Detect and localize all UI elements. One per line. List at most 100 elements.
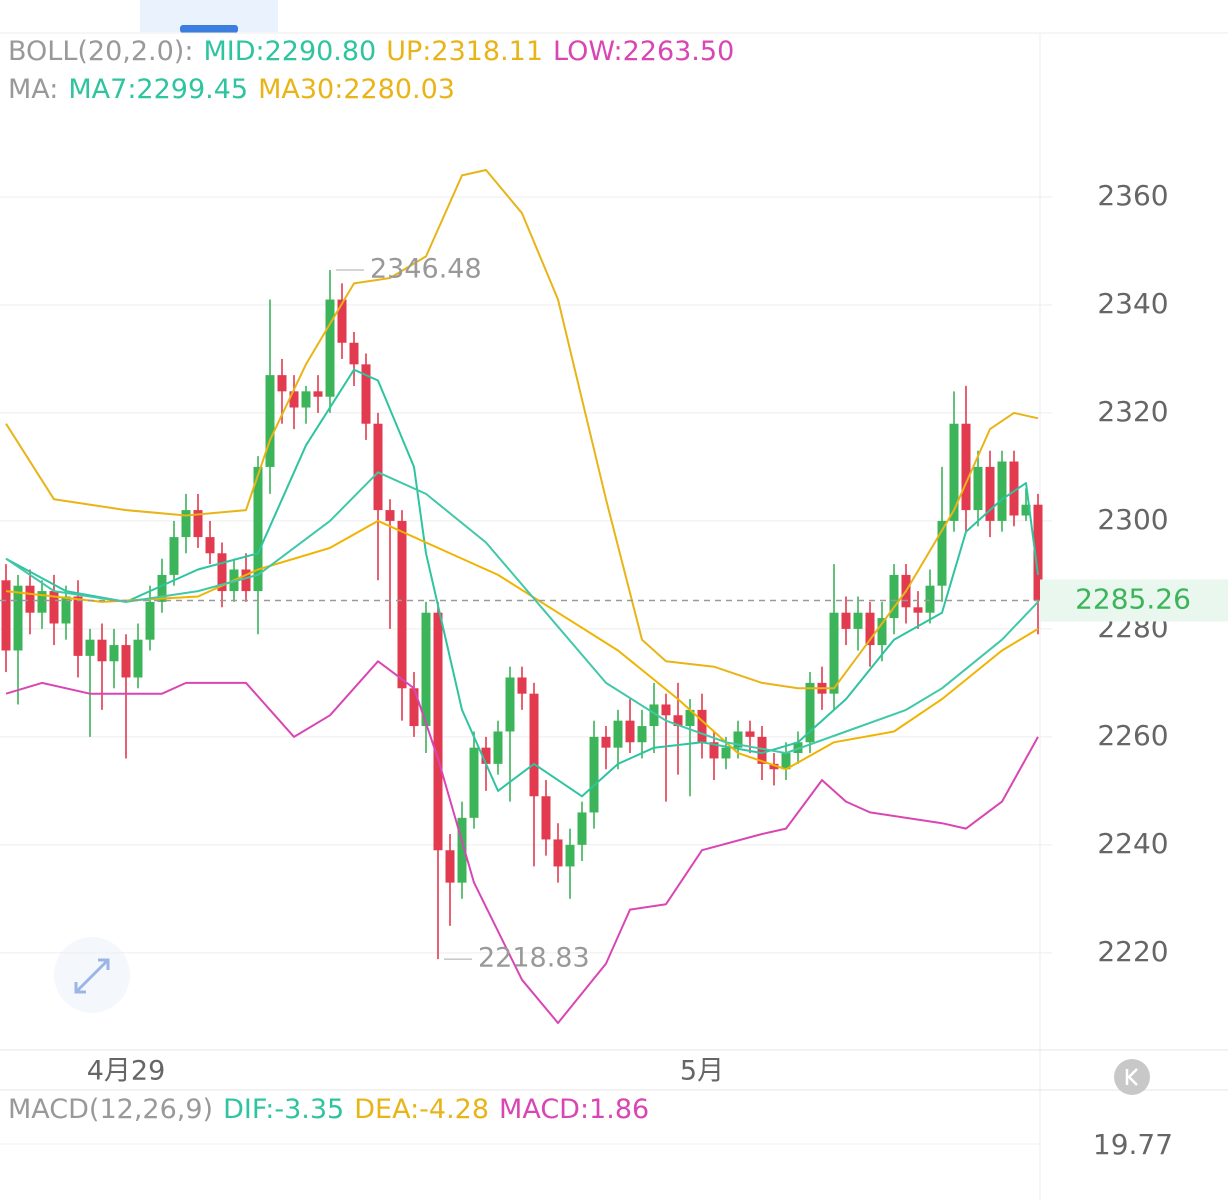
- candle-body: [181, 510, 191, 538]
- indicator-value: MID:2290.80: [203, 36, 377, 67]
- y-tick-label: 2340: [1097, 287, 1168, 320]
- candle-body: [829, 612, 839, 694]
- indicator-line: [5, 169, 1039, 690]
- candle-body: [37, 591, 47, 613]
- candle-body: [925, 585, 935, 613]
- candle-body: [805, 682, 815, 743]
- candle-body: [625, 720, 635, 743]
- candle-body: [409, 688, 419, 727]
- candle-body: [133, 639, 143, 678]
- candle-body: [397, 520, 407, 689]
- candle-body: [13, 585, 23, 651]
- candle-body: [265, 375, 275, 467]
- candle-body: [241, 569, 251, 592]
- candle-body: [193, 510, 203, 538]
- last-price-tag: [1040, 579, 1228, 622]
- indicator-line: [5, 660, 1039, 1024]
- candle-body: [613, 720, 623, 748]
- y-tick-label: 2360: [1097, 179, 1168, 212]
- macd-axis-label: 19.77: [1093, 1128, 1173, 1161]
- candle-body: [421, 612, 431, 727]
- indicator-name: BOLL(20,2.0):: [8, 36, 194, 67]
- last-price-label: 2285.26: [1075, 582, 1191, 615]
- candle-body: [157, 574, 167, 602]
- candle-body: [745, 731, 755, 737]
- indicator-value: LOW:2263.50: [553, 36, 735, 67]
- candle-body: [565, 844, 575, 867]
- candle-body: [577, 812, 587, 845]
- candle-body: [841, 612, 851, 629]
- candle-body: [1021, 504, 1031, 516]
- candle-body: [313, 391, 323, 397]
- y-tick-label: 2260: [1097, 719, 1168, 752]
- candle-body: [985, 466, 995, 521]
- candle-body: [997, 461, 1007, 521]
- indicator-name: MACD(12,26,9): [8, 1094, 214, 1125]
- candle-body: [217, 553, 227, 592]
- y-tick-label: 2220: [1097, 935, 1168, 968]
- candle-body: [529, 693, 539, 797]
- candle-body: [361, 364, 371, 424]
- candle-body: [481, 747, 491, 764]
- min-label: 2218.83: [478, 943, 590, 974]
- candle-body: [205, 537, 215, 554]
- tab-indicator: [180, 25, 238, 33]
- candle-body: [373, 423, 383, 511]
- candle-body: [325, 299, 335, 397]
- candle-body: [697, 709, 707, 743]
- candle-body: [673, 715, 683, 727]
- candle-body: [457, 817, 467, 883]
- candle-body: [433, 612, 443, 851]
- indicator-value: MACD:1.86: [499, 1094, 650, 1125]
- candle-body: [649, 704, 659, 727]
- y-tick-label: 2240: [1097, 827, 1168, 860]
- max-label: 2346.48: [370, 253, 482, 284]
- indicator-value: MA30:2280.03: [258, 74, 455, 105]
- expand-button[interactable]: [54, 937, 130, 1013]
- indicator-value: DEA:-4.28: [354, 1094, 490, 1125]
- candle-body: [469, 747, 479, 818]
- candle-body: [865, 612, 875, 646]
- candle-body: [733, 731, 743, 748]
- candle-body: [781, 753, 791, 770]
- candle-body: [685, 709, 695, 727]
- candle-body: [973, 466, 983, 511]
- candle-body: [253, 466, 263, 592]
- candle-body: [793, 742, 803, 754]
- candle-body: [541, 796, 551, 840]
- ma-header: MA: MA7:2299.45 MA30:2280.03: [8, 74, 465, 105]
- x-tick-label: 5月: [680, 1056, 724, 1087]
- candle-body: [385, 510, 395, 521]
- candle-body: [145, 601, 155, 640]
- boll-header: BOLL(20,2.0): MID:2290.80 UP:2318.11 LOW:22…: [8, 36, 744, 67]
- candle-body: [25, 585, 35, 613]
- candle-body: [61, 596, 71, 624]
- y-tick-label: 2320: [1097, 395, 1168, 428]
- candle-body: [1, 580, 11, 651]
- candle-body: [889, 574, 899, 619]
- candle-body: [517, 677, 527, 694]
- macd-header: MACD(12,26,9) DIF:-3.35 DEA:-4.28 MACD:1.86: [8, 1094, 659, 1125]
- candle-body: [49, 591, 59, 624]
- candle-body: [757, 736, 767, 764]
- candle-body: [301, 391, 311, 408]
- scroll-end-button[interactable]: [1114, 1059, 1150, 1095]
- candle-body: [109, 645, 119, 662]
- candle-body: [289, 391, 299, 408]
- candle-body: [877, 618, 887, 646]
- candle-body: [853, 612, 863, 629]
- candle-body: [553, 839, 563, 867]
- candle-body: [1033, 504, 1043, 601]
- candle-body: [349, 342, 359, 365]
- candle-body: [505, 677, 515, 732]
- candle-body: [961, 423, 971, 511]
- x-tick-label: 4月29: [87, 1056, 166, 1087]
- candle-body: [937, 520, 947, 586]
- candle-body: [493, 731, 503, 764]
- y-tick-label: 2300: [1097, 503, 1168, 536]
- candle-body: [121, 645, 131, 678]
- candle-body: [97, 639, 107, 662]
- indicator-value: UP:2318.11: [386, 36, 544, 67]
